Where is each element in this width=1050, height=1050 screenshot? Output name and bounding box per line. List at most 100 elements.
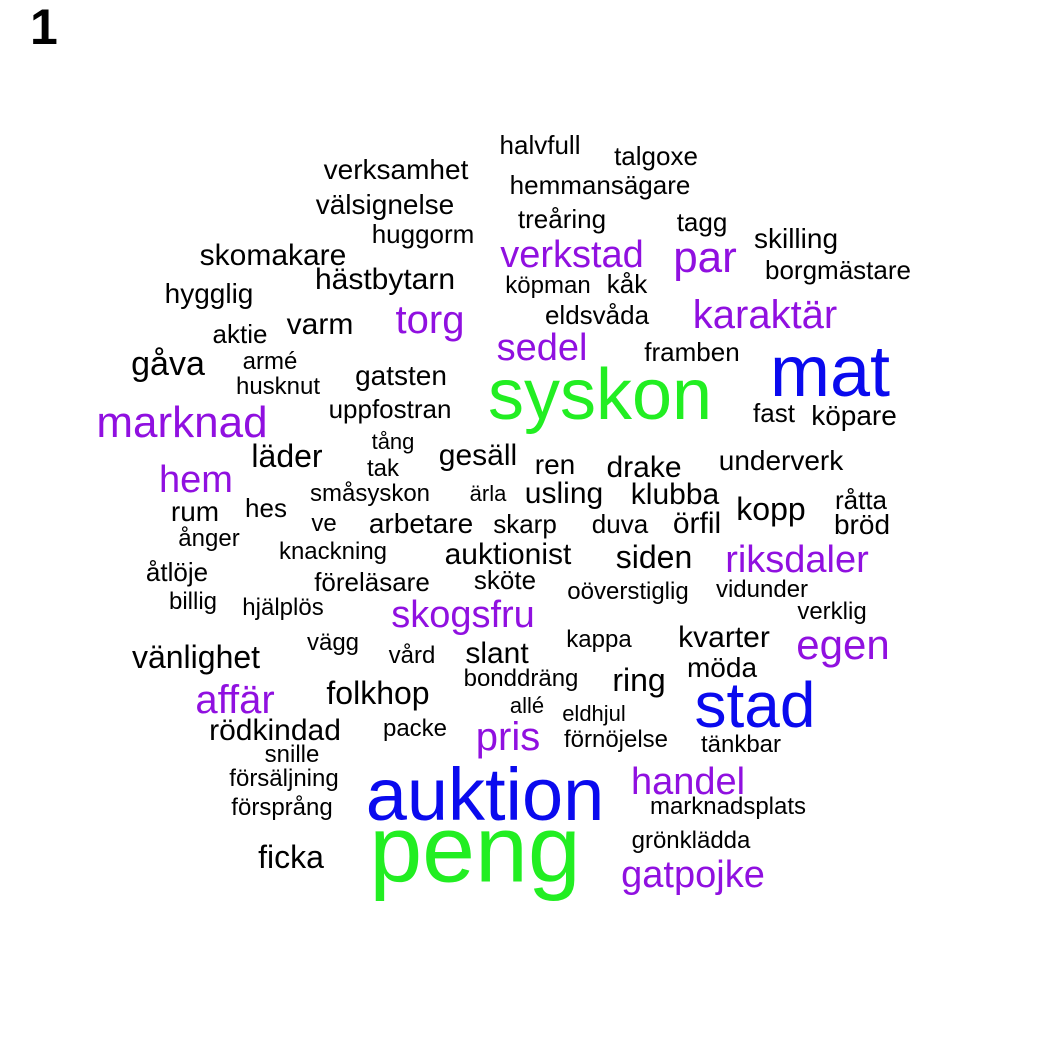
- cloud-word: hem: [159, 459, 233, 501]
- cloud-word: kvarter: [678, 621, 770, 654]
- cloud-word: vård: [388, 642, 436, 669]
- cloud-word: slant: [465, 637, 529, 670]
- cloud-word: bonddräng: [463, 665, 579, 692]
- cloud-word: hes: [245, 493, 287, 523]
- cloud-word: siden: [615, 539, 693, 575]
- cloud-word: kopp: [736, 491, 806, 527]
- cloud-word: klubba: [630, 478, 720, 511]
- cloud-word: gatpojke: [621, 854, 765, 896]
- cloud-word: gåva: [131, 345, 205, 383]
- cloud-word: åtlöje: [145, 557, 209, 587]
- cloud-word: verkstad: [500, 234, 644, 276]
- cloud-word: armé: [242, 348, 298, 375]
- cloud-word: riksdaler: [725, 539, 869, 581]
- cloud-word: småsyskon: [309, 480, 431, 507]
- cloud-word: husknut: [235, 373, 321, 400]
- cloud-word: bröd: [833, 509, 891, 540]
- cloud-word: huggorm: [371, 219, 475, 249]
- cloud-word: örfil: [672, 507, 722, 540]
- cloud-word: grönklädda: [631, 827, 751, 854]
- cloud-word: ren: [534, 449, 576, 480]
- cloud-word: läder: [251, 438, 323, 474]
- cloud-word: karaktär: [692, 293, 838, 337]
- cloud-word: treåring: [517, 204, 607, 234]
- cloud-word: oöverstiglig: [567, 578, 689, 605]
- cloud-word: talgoxe: [614, 141, 698, 171]
- cloud-word: sköte: [473, 565, 537, 595]
- cloud-word: verklig: [797, 598, 867, 625]
- cloud-word: folkhop: [326, 675, 430, 711]
- cloud-word: skilling: [753, 223, 839, 254]
- cloud-word: ficka: [258, 839, 324, 875]
- cloud-word: råtta: [834, 485, 888, 515]
- cloud-word: tång: [371, 429, 415, 454]
- cloud-word: aktie: [212, 319, 268, 349]
- panel-label: 1: [30, 0, 58, 55]
- cloud-word: underverk: [718, 445, 844, 476]
- cloud-word: kappa: [566, 626, 632, 653]
- cloud-word: syskon: [487, 355, 713, 435]
- cloud-word: köpman: [505, 272, 591, 299]
- cloud-word: hjälplös: [242, 594, 324, 621]
- cloud-word: auktionist: [444, 538, 572, 571]
- cloud-word: gatsten: [355, 360, 447, 391]
- cloud-word: auktion: [365, 753, 605, 836]
- cloud-word: rödkindad: [209, 714, 341, 747]
- cloud-word: usling: [524, 477, 604, 510]
- cloud-word: mat: [769, 332, 891, 412]
- cloud-word: handel: [630, 761, 746, 803]
- cloud-word: verksamhet: [323, 154, 469, 185]
- cloud-word: köpare: [811, 400, 897, 431]
- cloud-word: billig: [168, 588, 218, 615]
- cloud-word: arbetare: [368, 508, 474, 539]
- cloud-word: marknadsplats: [649, 793, 807, 820]
- cloud-word: möda: [686, 652, 758, 683]
- cloud-word: varm: [286, 308, 354, 341]
- cloud-word: eldhjul: [562, 701, 626, 726]
- cloud-word: framben: [644, 337, 740, 367]
- cloud-word: gesäll: [438, 439, 518, 472]
- cloud-word: egen: [796, 621, 890, 668]
- cloud-word: vägg: [306, 629, 360, 656]
- cloud-word: hästbytarn: [314, 263, 456, 296]
- cloud-word: förnöjelse: [563, 726, 669, 753]
- cloud-word: peng: [369, 796, 581, 903]
- cloud-word: par: [673, 233, 737, 282]
- cloud-word: borgmästare: [765, 255, 911, 285]
- cloud-word: ve: [311, 510, 337, 537]
- cloud-word: snille: [264, 741, 320, 768]
- cloud-word: vänlighet: [131, 639, 261, 675]
- cloud-word: tänkbar: [700, 731, 782, 758]
- cloud-word: försäljning: [229, 765, 339, 792]
- cloud-word: rum: [170, 496, 220, 527]
- cloud-word: kåk: [606, 269, 648, 299]
- cloud-word: pris: [475, 715, 541, 759]
- cloud-word: allé: [509, 693, 545, 718]
- cloud-word: duva: [591, 509, 649, 539]
- cloud-word: torg: [395, 298, 465, 342]
- cloud-word: tagg: [676, 207, 728, 237]
- cloud-word: knackning: [278, 538, 388, 565]
- cloud-word: ånger: [178, 525, 240, 552]
- cloud-word: tak: [366, 455, 400, 482]
- cloud-word: fast: [753, 398, 795, 428]
- cloud-word: stad: [694, 669, 816, 741]
- cloud-word: skomakare: [199, 239, 347, 272]
- cloud-word: marknad: [96, 398, 268, 447]
- cloud-word: föreläsare: [314, 567, 430, 597]
- cloud-word: ärla: [469, 481, 507, 506]
- cloud-word: skarp: [493, 509, 557, 539]
- cloud-word: vidunder: [715, 576, 809, 603]
- cloud-word: uppfostran: [328, 394, 452, 424]
- cloud-word: hemmansägare: [509, 170, 691, 200]
- cloud-word: drake: [606, 451, 682, 484]
- cloud-word: försprång: [231, 794, 333, 821]
- cloud-word: halvfull: [499, 130, 581, 160]
- cloud-word: skogsfru: [391, 594, 535, 636]
- cloud-word: packe: [382, 715, 448, 742]
- cloud-word: affär: [195, 678, 275, 722]
- cloud-word: ring: [612, 662, 666, 698]
- cloud-word: eldsvåda: [544, 300, 650, 330]
- cloud-word: hygglig: [164, 278, 254, 309]
